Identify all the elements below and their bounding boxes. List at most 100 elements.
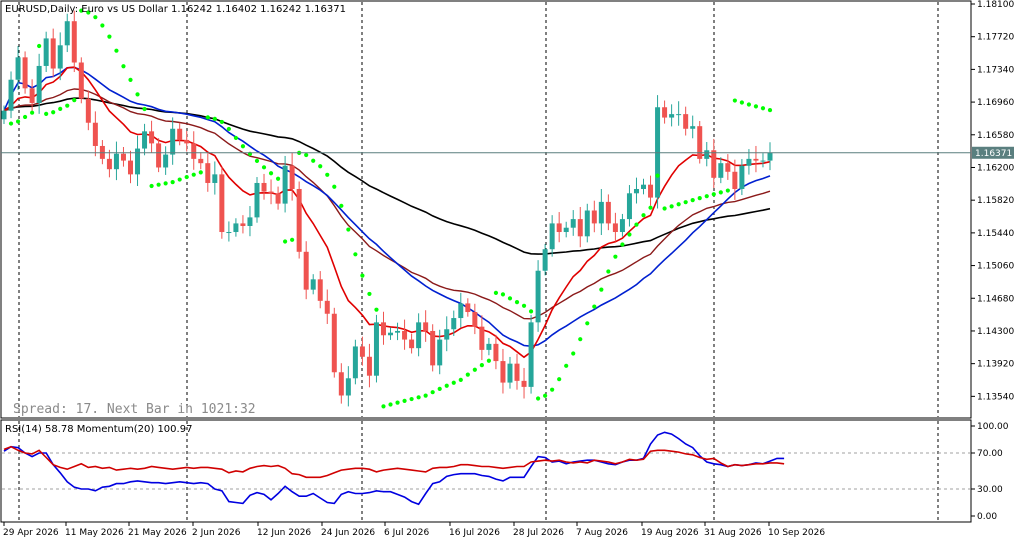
indicator-tick-label: 30.00 xyxy=(977,485,1003,495)
date-tick-label: 7 Aug 2026 xyxy=(576,528,628,538)
candle xyxy=(556,212,562,243)
candle xyxy=(507,356,513,389)
sar-dot xyxy=(142,106,147,112)
candle-body xyxy=(725,163,731,172)
candle-body xyxy=(149,131,155,144)
price-tick-label: 1.17720 xyxy=(977,33,1014,43)
candle xyxy=(746,149,752,175)
sar-dot xyxy=(30,110,35,115)
sar-dot xyxy=(641,213,646,218)
candle xyxy=(767,142,773,171)
price-tick-label: 1.14680 xyxy=(977,294,1014,304)
sar-dot xyxy=(423,393,428,398)
sar-dot xyxy=(655,173,660,178)
candle xyxy=(388,327,394,340)
candle xyxy=(57,32,63,81)
date-tick-label: 6 Jul 2026 xyxy=(384,528,429,538)
candle-body xyxy=(219,174,225,233)
price-tick-label: 1.17340 xyxy=(977,65,1014,75)
date-tick-label: 11 May 2026 xyxy=(65,528,124,538)
date-tick-label: 28 Jul 2026 xyxy=(513,528,564,538)
candle xyxy=(226,221,232,242)
candle-body xyxy=(626,193,632,220)
current-price-tag: 1.16371 xyxy=(972,146,1014,159)
sar-dot xyxy=(212,116,217,121)
candle xyxy=(437,329,443,375)
candle-body xyxy=(71,21,77,63)
candle-body xyxy=(92,122,98,146)
sar-dot xyxy=(283,239,288,244)
candle xyxy=(36,53,42,114)
date-tick-label: 31 Aug 2026 xyxy=(704,528,762,538)
candle xyxy=(289,152,295,201)
price-tick-label: 1.15440 xyxy=(977,229,1014,239)
sar-dot xyxy=(571,351,576,356)
candle-body xyxy=(746,158,752,166)
price-tick-label: 1.16200 xyxy=(977,163,1014,173)
candle-body xyxy=(500,361,506,383)
candle xyxy=(296,181,302,259)
sar-dot xyxy=(437,386,442,392)
candle-body xyxy=(366,356,372,376)
candle xyxy=(633,177,639,204)
candle-body xyxy=(528,322,534,387)
candle-body xyxy=(50,38,56,69)
candle-body xyxy=(437,339,443,366)
candle-body xyxy=(633,188,639,194)
candle xyxy=(669,104,675,127)
sar-dot xyxy=(339,203,344,208)
sar-dot xyxy=(65,103,70,108)
candle xyxy=(711,138,717,189)
candle xyxy=(458,292,464,328)
candle xyxy=(521,367,527,399)
sar-dot xyxy=(535,396,541,401)
candle xyxy=(240,215,246,234)
sar-dot xyxy=(479,363,484,368)
candle-body xyxy=(163,154,169,168)
candle xyxy=(29,79,35,112)
candle xyxy=(198,152,204,170)
candle xyxy=(317,271,323,309)
candle-body xyxy=(662,107,668,118)
candle xyxy=(156,138,162,173)
candle xyxy=(359,336,365,366)
candle xyxy=(310,274,316,295)
sar-dot xyxy=(325,172,330,177)
price-axis[interactable]: 1.18100 1.17720 1.17340 1.16960 1.16580 1.162… xyxy=(971,0,1014,402)
candle xyxy=(402,319,408,350)
sar-dot xyxy=(718,190,723,195)
indicator-lines xyxy=(3,431,785,506)
candle xyxy=(514,353,520,390)
candle-body xyxy=(317,279,323,301)
candle-body xyxy=(331,313,337,373)
parabolic-sar xyxy=(8,8,773,409)
candle xyxy=(163,146,169,175)
candle xyxy=(725,154,731,180)
sar-dot xyxy=(634,222,639,227)
indicator-tick-label: 0.00 xyxy=(977,512,997,522)
candle xyxy=(170,117,176,165)
sar-dot xyxy=(128,77,133,82)
ma-blue-line xyxy=(3,66,771,348)
candle-body xyxy=(310,279,316,290)
candle-body xyxy=(409,339,415,349)
price-tick-label: 1.16960 xyxy=(977,98,1014,108)
candle-body xyxy=(542,249,548,271)
candle xyxy=(22,51,28,94)
sar-dot xyxy=(72,98,77,103)
candle-body xyxy=(493,343,499,362)
candle-body xyxy=(577,219,583,237)
candle xyxy=(697,121,703,164)
candlesticks[interactable] xyxy=(1,10,773,407)
candle xyxy=(493,334,499,370)
sar-dot xyxy=(402,398,407,403)
candle-body xyxy=(451,318,457,330)
candle-body xyxy=(423,322,429,331)
date-tick-label: 12 Jun 2026 xyxy=(257,528,311,538)
candle-body xyxy=(352,346,358,379)
date-axis[interactable]: 29 Apr 2026 11 May 2026 21 May 2026 2 Jun 2… xyxy=(3,522,825,538)
candle xyxy=(479,315,485,361)
candle-body xyxy=(64,21,70,46)
candle xyxy=(619,213,625,237)
